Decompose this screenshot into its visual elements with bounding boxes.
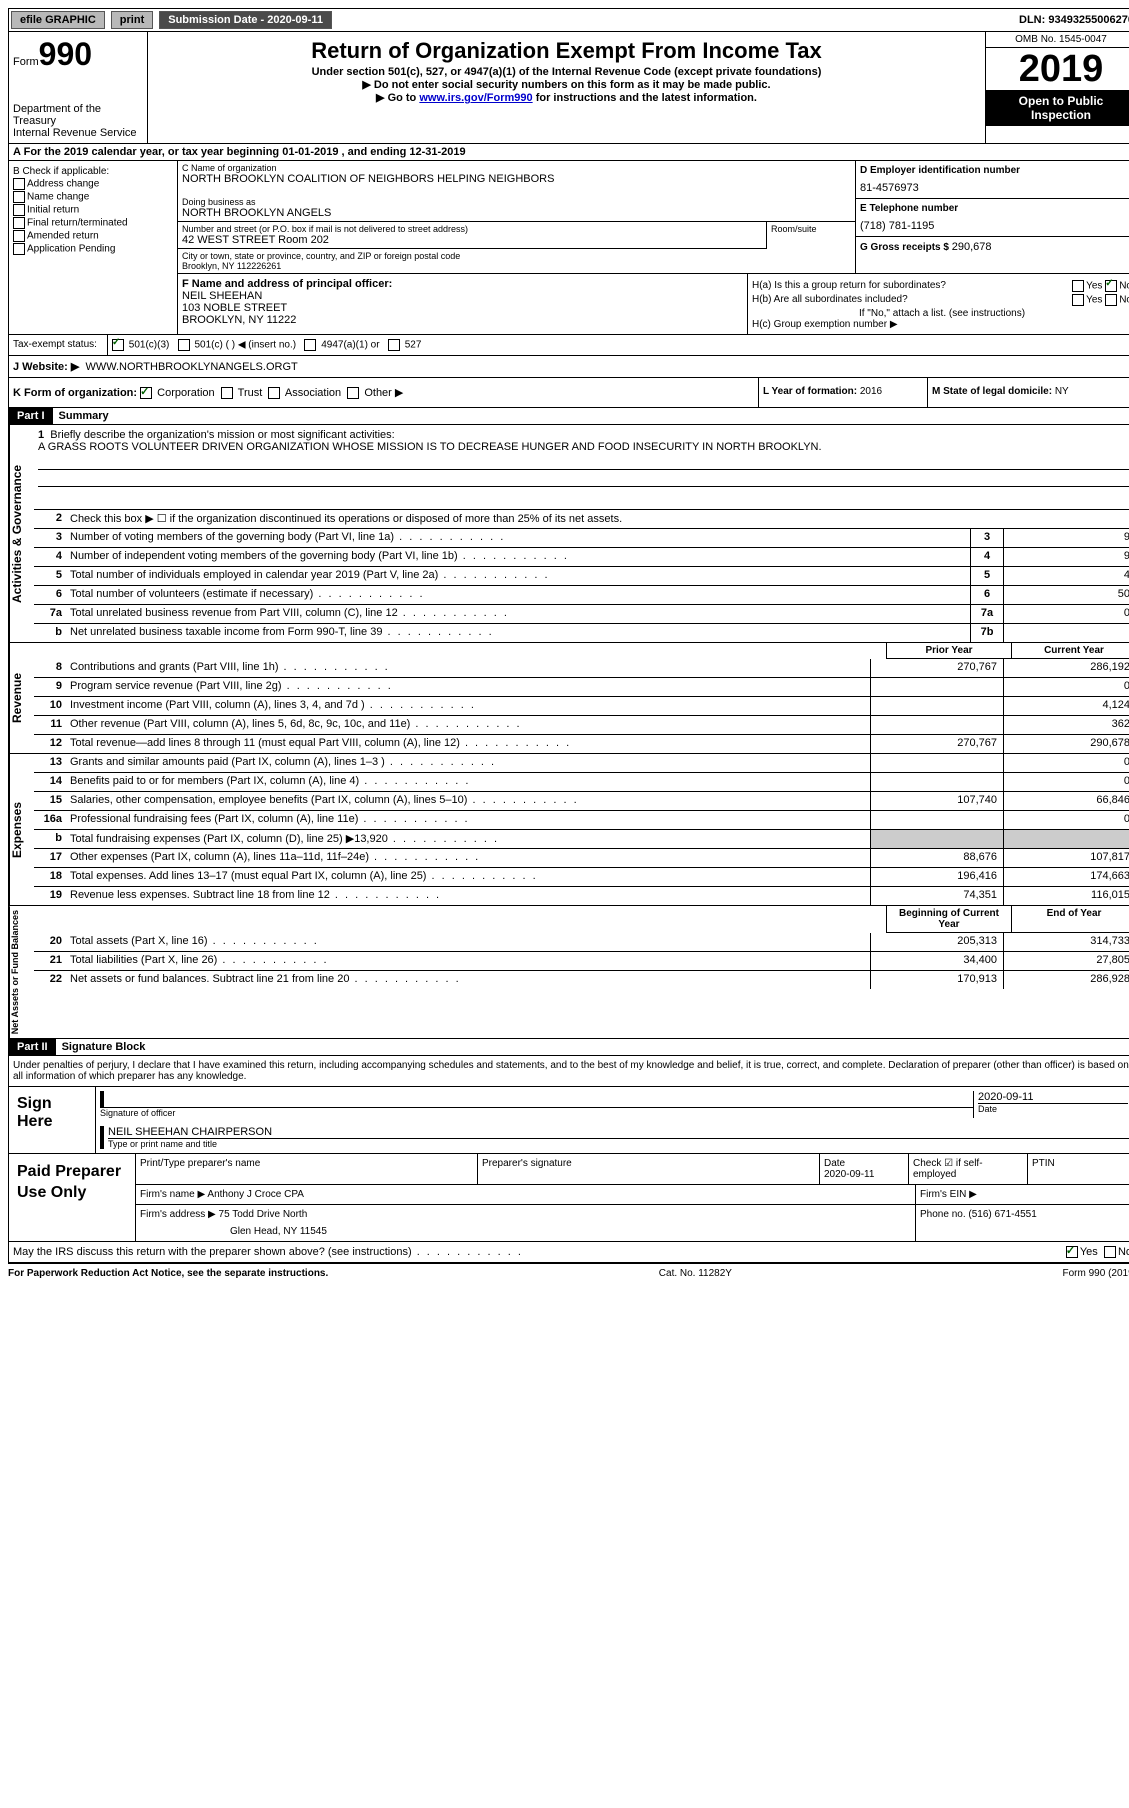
street-address: 42 WEST STREET Room 202 bbox=[182, 234, 762, 246]
col-f: F Name and address of principal officer:… bbox=[178, 274, 748, 334]
pending-checkbox[interactable] bbox=[13, 243, 25, 255]
table-row: 14Benefits paid to or for members (Part … bbox=[34, 773, 1129, 792]
gross-receipts: 290,678 bbox=[952, 241, 992, 253]
dba: NORTH BROOKLYN ANGELS bbox=[182, 207, 851, 219]
form-title: Return of Organization Exempt From Incom… bbox=[152, 38, 981, 64]
year-box: OMB No. 1545-0047 2019 Open to Public In… bbox=[985, 32, 1129, 143]
tax-status-row: Tax-exempt status: 501(c)(3) 501(c) ( ) … bbox=[8, 335, 1129, 356]
name-change-checkbox[interactable] bbox=[13, 191, 25, 203]
501c-checkbox[interactable] bbox=[178, 339, 190, 351]
irs-link[interactable]: www.irs.gov/Form990 bbox=[419, 92, 532, 104]
dln: DLN: 93493255006270 bbox=[1019, 14, 1129, 26]
prep-phone: (516) 671-4551 bbox=[968, 1209, 1036, 1220]
efile-btn[interactable]: efile GRAPHIC bbox=[11, 11, 105, 29]
info-grid: B Check if applicable: Address change Na… bbox=[8, 161, 1129, 335]
phone: (718) 781-1195 bbox=[860, 220, 1129, 232]
officer-sig-name: NEIL SHEEHAN CHAIRPERSON bbox=[108, 1126, 1129, 1138]
col-c: C Name of organization NORTH BROOKLYN CO… bbox=[178, 161, 1129, 334]
form-title-box: Return of Organization Exempt From Incom… bbox=[148, 32, 985, 143]
officer-name: NEIL SHEEHAN bbox=[182, 290, 743, 302]
discuss-no[interactable] bbox=[1104, 1246, 1116, 1258]
table-row: 9Program service revenue (Part VIII, lin… bbox=[34, 678, 1129, 697]
top-bar: efile GRAPHIC print Submission Date - 20… bbox=[8, 8, 1129, 32]
submission-date-btn: Submission Date - 2020-09-11 bbox=[159, 11, 332, 29]
tax-period: A For the 2019 calendar year, or tax yea… bbox=[8, 144, 1129, 161]
form-header: Form990 Department of the Treasury Inter… bbox=[8, 32, 1129, 144]
preparer-block: Paid Preparer Use Only Print/Type prepar… bbox=[8, 1154, 1129, 1242]
firm-name: Anthony J Croce CPA bbox=[207, 1189, 304, 1200]
website-row: J Website: ▶ WWW.NORTHBROOKLYNANGELS.ORG… bbox=[8, 356, 1129, 378]
sign-date: 2020-09-11 bbox=[978, 1091, 1128, 1103]
form-id-box: Form990 Department of the Treasury Inter… bbox=[9, 32, 148, 143]
table-row: 20Total assets (Part X, line 16)205,3133… bbox=[34, 933, 1129, 952]
line5-val: 4 bbox=[1003, 567, 1129, 585]
netassets-section: Net Assets or Fund Balances Beginning of… bbox=[8, 906, 1129, 1039]
table-row: 13Grants and similar amounts paid (Part … bbox=[34, 754, 1129, 773]
table-row: 8Contributions and grants (Part VIII, li… bbox=[34, 659, 1129, 678]
hb-no[interactable] bbox=[1105, 294, 1117, 306]
ein: 81-4576973 bbox=[860, 182, 1129, 194]
assoc-checkbox[interactable] bbox=[268, 387, 280, 399]
footer: For Paperwork Reduction Act Notice, see … bbox=[8, 1263, 1129, 1283]
signature-block: Under penalties of perjury, I declare th… bbox=[8, 1056, 1129, 1154]
year-formation: 2016 bbox=[860, 386, 882, 397]
state-domicile: NY bbox=[1055, 386, 1069, 397]
line3-val: 9 bbox=[1003, 529, 1129, 547]
501c3-checkbox[interactable] bbox=[112, 339, 124, 351]
col-h: H(a) Is this a group return for subordin… bbox=[748, 274, 1129, 334]
line7a-val: 0 bbox=[1003, 605, 1129, 623]
hb-yes[interactable] bbox=[1072, 294, 1084, 306]
table-row: 10Investment income (Part VIII, column (… bbox=[34, 697, 1129, 716]
part2-header: Part II bbox=[9, 1039, 56, 1055]
city-state-zip: Brooklyn, NY 112226261 bbox=[182, 261, 851, 271]
line4-val: 9 bbox=[1003, 548, 1129, 566]
table-row: 21Total liabilities (Part X, line 26)34,… bbox=[34, 952, 1129, 971]
discuss-yes[interactable] bbox=[1066, 1246, 1078, 1258]
activities-section: Activities & Governance 1 Briefly descri… bbox=[8, 425, 1129, 643]
col-b-checkboxes: B Check if applicable: Address change Na… bbox=[9, 161, 178, 334]
4947-checkbox[interactable] bbox=[304, 339, 316, 351]
prep-date: 2020-09-11 bbox=[824, 1169, 904, 1180]
part1-header: Part I bbox=[9, 408, 53, 424]
table-row: 19Revenue less expenses. Subtract line 1… bbox=[34, 887, 1129, 905]
col-d: D Employer identification number 81-4576… bbox=[856, 161, 1129, 273]
website-value: WWW.NORTHBROOKLYNANGELS.ORGT bbox=[85, 361, 297, 373]
expenses-section: Expenses 13Grants and similar amounts pa… bbox=[8, 754, 1129, 906]
revenue-section: Revenue Prior Year Current Year 8Contrib… bbox=[8, 643, 1129, 754]
addr-change-checkbox[interactable] bbox=[13, 178, 25, 190]
other-checkbox[interactable] bbox=[347, 387, 359, 399]
table-row: 18Total expenses. Add lines 13–17 (must … bbox=[34, 868, 1129, 887]
ha-no[interactable] bbox=[1105, 280, 1117, 292]
table-row: 15Salaries, other compensation, employee… bbox=[34, 792, 1129, 811]
k-row: K Form of organization: Corporation Trus… bbox=[8, 378, 1129, 408]
mission-text: A GRASS ROOTS VOLUNTEER DRIVEN ORGANIZAT… bbox=[38, 441, 1129, 453]
final-checkbox[interactable] bbox=[13, 217, 25, 229]
org-name: NORTH BROOKLYN COALITION OF NEIGHBORS HE… bbox=[182, 173, 851, 185]
table-row: bTotal fundraising expenses (Part IX, co… bbox=[34, 830, 1129, 849]
trust-checkbox[interactable] bbox=[221, 387, 233, 399]
line6-val: 50 bbox=[1003, 586, 1129, 604]
print-btn[interactable]: print bbox=[111, 11, 153, 29]
corp-checkbox[interactable] bbox=[140, 387, 152, 399]
ha-yes[interactable] bbox=[1072, 280, 1084, 292]
table-row: 16aProfessional fundraising fees (Part I… bbox=[34, 811, 1129, 830]
discuss-row: May the IRS discuss this return with the… bbox=[8, 1242, 1129, 1263]
table-row: 11Other revenue (Part VIII, column (A), … bbox=[34, 716, 1129, 735]
table-row: 12Total revenue—add lines 8 through 11 (… bbox=[34, 735, 1129, 753]
initial-checkbox[interactable] bbox=[13, 204, 25, 216]
amended-checkbox[interactable] bbox=[13, 230, 25, 242]
line7b-val bbox=[1003, 624, 1129, 642]
table-row: 17Other expenses (Part IX, column (A), l… bbox=[34, 849, 1129, 868]
527-checkbox[interactable] bbox=[388, 339, 400, 351]
table-row: 22Net assets or fund balances. Subtract … bbox=[34, 971, 1129, 989]
